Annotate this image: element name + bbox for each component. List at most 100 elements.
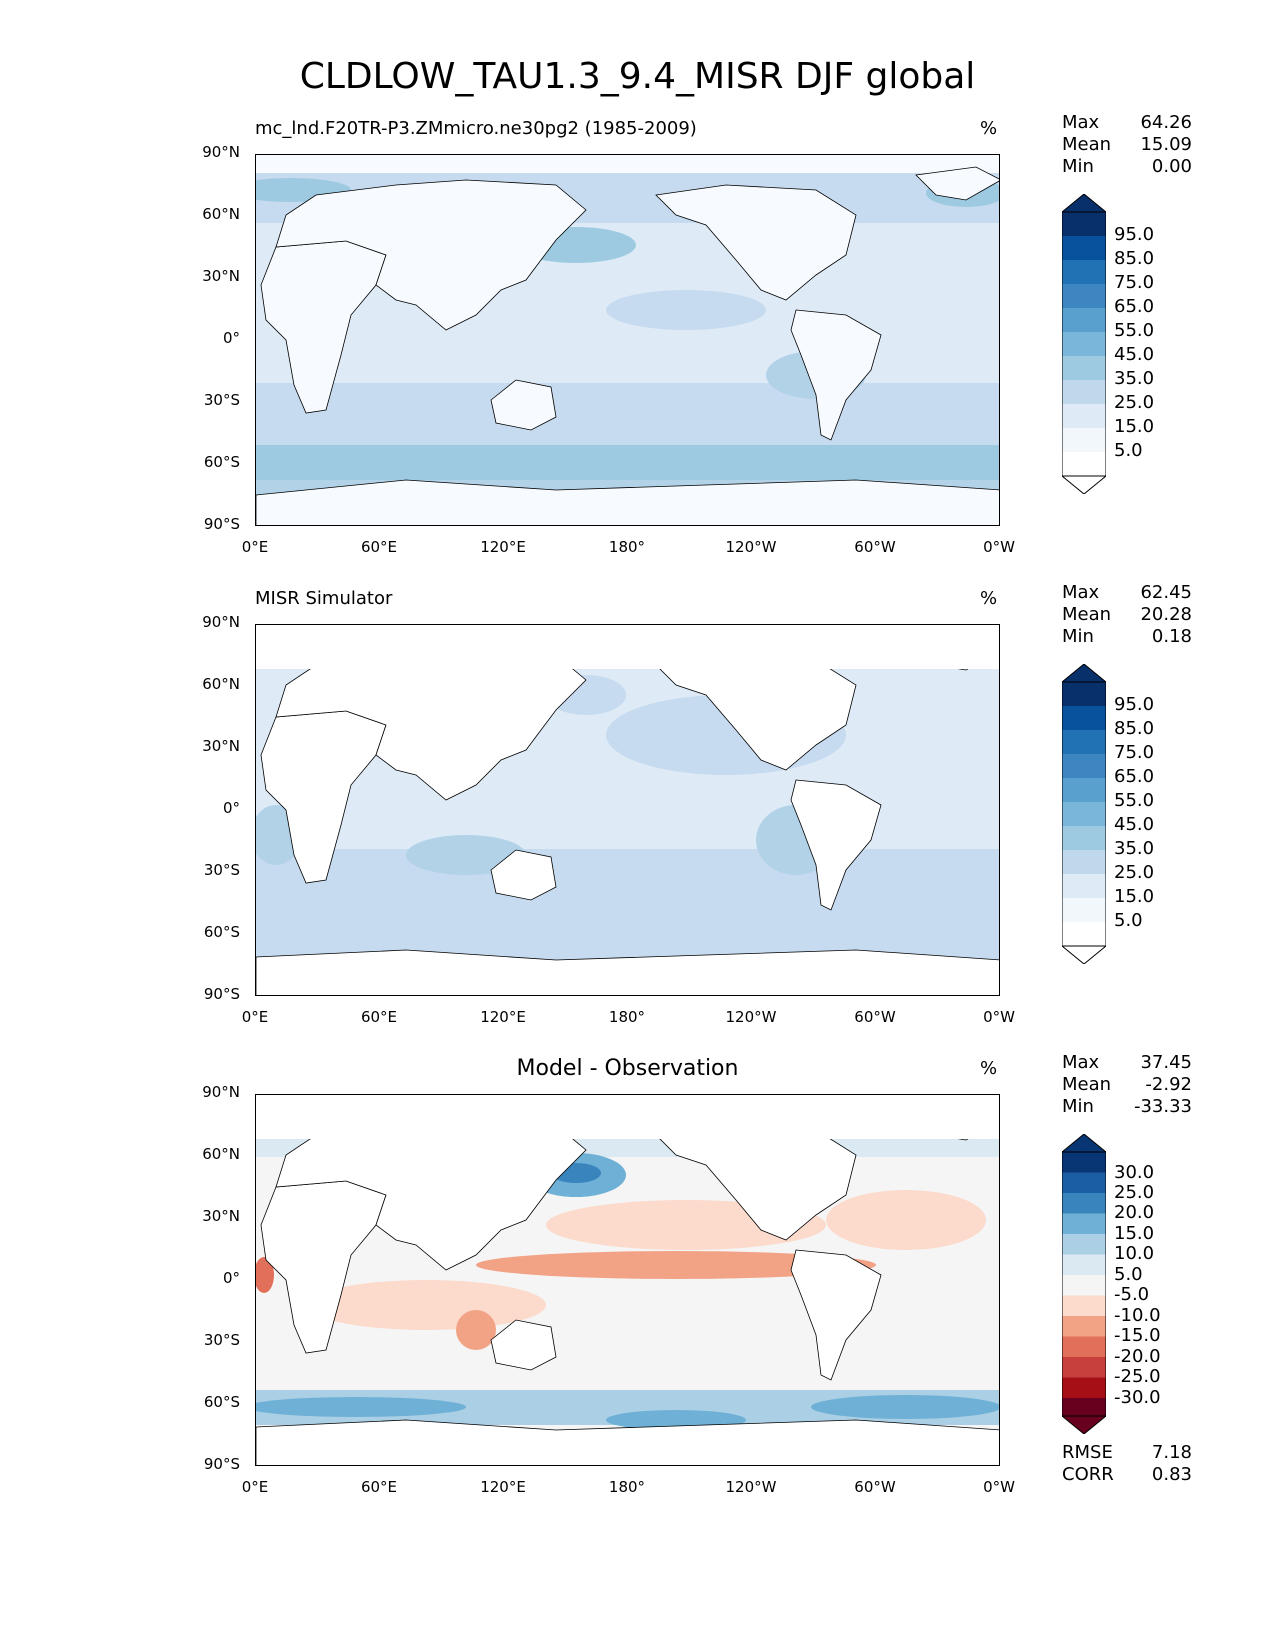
corr-value: 0.83 xyxy=(1151,1464,1192,1485)
x-tick: 0°E xyxy=(241,1008,269,1026)
stat-min-label: Min xyxy=(1062,1096,1094,1117)
panel-title: MISR Simulator xyxy=(255,588,393,609)
stat-max: 37.45 xyxy=(1140,1052,1192,1073)
colorbar-label: 65.0 xyxy=(1114,296,1155,317)
south-america-outline xyxy=(790,1249,882,1381)
colorbar-label: 65.0 xyxy=(1114,766,1155,787)
y-tick: 90°N xyxy=(202,1083,240,1101)
stats-block: Max 64.26 Mean 15.09 Min 0.00 xyxy=(1062,112,1192,178)
y-tick: 60°N xyxy=(202,205,240,223)
map-canvas xyxy=(256,625,999,995)
stat-mean: 15.09 xyxy=(1140,134,1192,155)
panel-title: mc_lnd.F20TR-P3.ZMmicro.ne30pg2 (1985-20… xyxy=(255,118,697,139)
map-canvas xyxy=(256,155,999,525)
panel-difference: Model - Observation % Max 37.45 Mean -2.92… xyxy=(0,1050,1275,1496)
south-america-outline xyxy=(790,309,882,441)
stat-min: 0.00 xyxy=(1151,156,1192,177)
y-tick: 60°S xyxy=(203,923,240,941)
continents xyxy=(256,166,999,525)
eurasia-outline xyxy=(275,179,587,331)
panel-title: Model - Observation xyxy=(516,1056,739,1081)
y-tick: 30°N xyxy=(202,267,240,285)
colorbar-label: 35.0 xyxy=(1114,368,1155,389)
colorbar-label: 85.0 xyxy=(1114,248,1155,269)
map-plot xyxy=(255,1094,1000,1466)
y-tick: 0° xyxy=(222,799,240,817)
colorbar-label: 95.0 xyxy=(1114,694,1155,715)
stat-mean-label: Mean xyxy=(1062,134,1112,155)
stat-mean-label: Mean xyxy=(1062,604,1112,625)
stat-max-label: Max xyxy=(1062,582,1100,603)
stat-mean: 20.28 xyxy=(1140,604,1192,625)
x-tick: 120°W xyxy=(725,538,777,556)
x-tick: 60°E xyxy=(360,1008,398,1026)
stats-block: Max 37.45 Mean -2.92 Min -33.33 xyxy=(1062,1052,1192,1118)
colorbar-label: 95.0 xyxy=(1114,224,1155,245)
australia-outline xyxy=(490,849,557,901)
colorbar-label: 75.0 xyxy=(1114,742,1155,763)
colorbar-label: 45.0 xyxy=(1114,814,1155,835)
y-tick: 90°S xyxy=(203,985,240,1003)
colorbar-label: -20.0 xyxy=(1114,1346,1161,1367)
south-america-outline xyxy=(790,779,882,911)
colorbar-label: -25.0 xyxy=(1114,1366,1161,1387)
figure-title: CLDLOW_TAU1.3_9.4_MISR DJF global xyxy=(299,56,976,97)
antarctica-outline xyxy=(256,949,999,995)
stat-max-label: Max xyxy=(1062,1052,1100,1073)
colorbar-label: 75.0 xyxy=(1114,272,1155,293)
y-tick: 90°N xyxy=(202,613,240,631)
x-tick: 180° xyxy=(608,1008,646,1026)
x-tick: 0°E xyxy=(241,1478,269,1496)
corr-label: CORR xyxy=(1062,1464,1114,1485)
colorbar-label: 5.0 xyxy=(1114,910,1143,931)
colorbar-label: 20.0 xyxy=(1114,1202,1155,1223)
stats-block: Max 62.45 Mean 20.28 Min 0.18 xyxy=(1062,582,1192,648)
colorbar xyxy=(1062,194,1106,494)
map-canvas xyxy=(256,1095,999,1465)
y-tick: 60°S xyxy=(203,453,240,471)
rmse-value: 7.18 xyxy=(1151,1442,1192,1463)
y-tick: 30°N xyxy=(202,1207,240,1225)
units-label: % xyxy=(980,118,998,139)
y-tick: 30°N xyxy=(202,737,240,755)
colorbar xyxy=(1062,664,1106,964)
panel-observation: MISR Simulator % Max 62.45 Mean 20.28 Min 0… xyxy=(0,580,1275,1026)
antarctica-outline xyxy=(256,479,999,525)
stat-mean: -2.92 xyxy=(1145,1074,1192,1095)
x-tick: 0°W xyxy=(983,1478,1015,1496)
stat-min-label: Min xyxy=(1062,626,1094,647)
colorbar-label: 10.0 xyxy=(1114,1243,1155,1264)
x-tick: 120°W xyxy=(725,1478,777,1496)
y-tick: 30°S xyxy=(203,391,240,409)
colorbar-label: 25.0 xyxy=(1114,862,1155,883)
colorbar-label: 55.0 xyxy=(1114,320,1155,341)
y-tick: 0° xyxy=(222,1269,240,1287)
y-tick: 30°S xyxy=(203,861,240,879)
x-tick: 180° xyxy=(608,1478,646,1496)
units-label: % xyxy=(980,588,998,609)
stat-mean-label: Mean xyxy=(1062,1074,1112,1095)
x-tick: 0°W xyxy=(983,538,1015,556)
y-tick: 0° xyxy=(222,329,240,347)
colorbar-label: 45.0 xyxy=(1114,344,1155,365)
colorbar-label: 5.0 xyxy=(1114,440,1143,461)
y-tick: 60°N xyxy=(202,675,240,693)
colorbar-label: 35.0 xyxy=(1114,838,1155,859)
colorbar-label: 30.0 xyxy=(1114,1162,1155,1183)
colorbar-label: -10.0 xyxy=(1114,1305,1161,1326)
y-tick: 60°S xyxy=(203,1393,240,1411)
x-tick: 120°E xyxy=(480,1008,526,1026)
y-tick: 30°S xyxy=(203,1331,240,1349)
y-tick: 60°N xyxy=(202,1145,240,1163)
colorbar-label: 15.0 xyxy=(1114,1223,1155,1244)
colorbar-label: 55.0 xyxy=(1114,790,1155,811)
x-tick: 120°E xyxy=(480,538,526,556)
colorbar-label: 5.0 xyxy=(1114,1264,1143,1285)
x-tick: 60°W xyxy=(854,1478,896,1496)
australia-outline xyxy=(490,1319,557,1371)
panel-model: mc_lnd.F20TR-P3.ZMmicro.ne30pg2 (1985-20… xyxy=(0,110,1275,556)
stat-max-label: Max xyxy=(1062,112,1100,133)
rmse-corr-block: RMSE 7.18 CORR 0.83 xyxy=(1062,1442,1192,1486)
x-tick: 60°W xyxy=(854,1008,896,1026)
map-plot xyxy=(255,624,1000,996)
